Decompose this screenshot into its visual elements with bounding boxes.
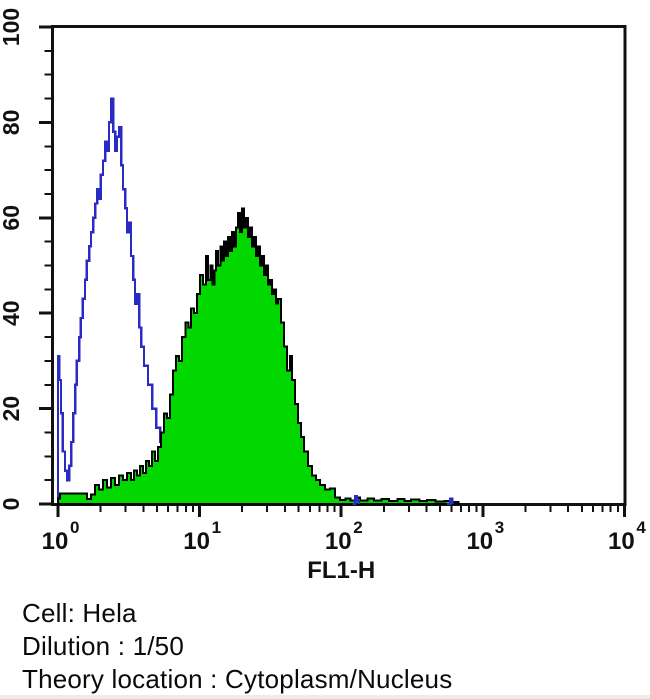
annotation-block: Cell: Hela Dilution : 1/50 Theory locati… xyxy=(22,597,642,696)
y-tick-label: 60 xyxy=(0,205,24,231)
y-tick-label: 40 xyxy=(0,300,24,326)
flow-cytometry-histogram: 0 20 40 60 80 100 10 0 10 1 10 2 10 3 10 4 FL1-H xyxy=(0,8,647,584)
y-axis-ticks xyxy=(39,25,53,506)
x-tick-base: 10 xyxy=(325,528,352,555)
y-tick-label: 0 xyxy=(0,498,24,511)
x-tick-exponent: 3 xyxy=(495,518,504,537)
dilution-text: Dilution : 1/50 xyxy=(22,631,184,661)
x-tick-exponent: 2 xyxy=(353,518,362,537)
x-tick-exponent: 0 xyxy=(70,518,79,537)
x-tick-base: 10 xyxy=(42,528,69,555)
x-tick-base: 10 xyxy=(466,528,493,555)
plot-frame xyxy=(51,25,627,506)
cell-line-text: Cell: Hela xyxy=(22,598,137,628)
theory-location-text: Theory location : Cytoplasm/Nucleus xyxy=(22,664,453,694)
series-control-open-histogram xyxy=(56,97,207,504)
y-tick-label: 80 xyxy=(0,110,24,136)
x-axis-ticks xyxy=(56,504,626,517)
x-tick-exponent: 4 xyxy=(636,518,646,537)
y-tick-labels: 0 20 40 60 80 100 xyxy=(0,8,24,511)
x-tick-exponent: 1 xyxy=(212,518,221,537)
y-tick-label: 100 xyxy=(0,8,24,46)
image-bottom-border xyxy=(0,695,650,699)
series-stained-filled-histogram xyxy=(57,207,460,505)
y-tick-label: 20 xyxy=(0,396,24,422)
series-control-baseline-noise xyxy=(352,495,454,506)
x-tick-base: 10 xyxy=(183,528,210,555)
x-axis-title: FL1-H xyxy=(307,557,375,584)
x-tick-base: 10 xyxy=(608,528,635,555)
